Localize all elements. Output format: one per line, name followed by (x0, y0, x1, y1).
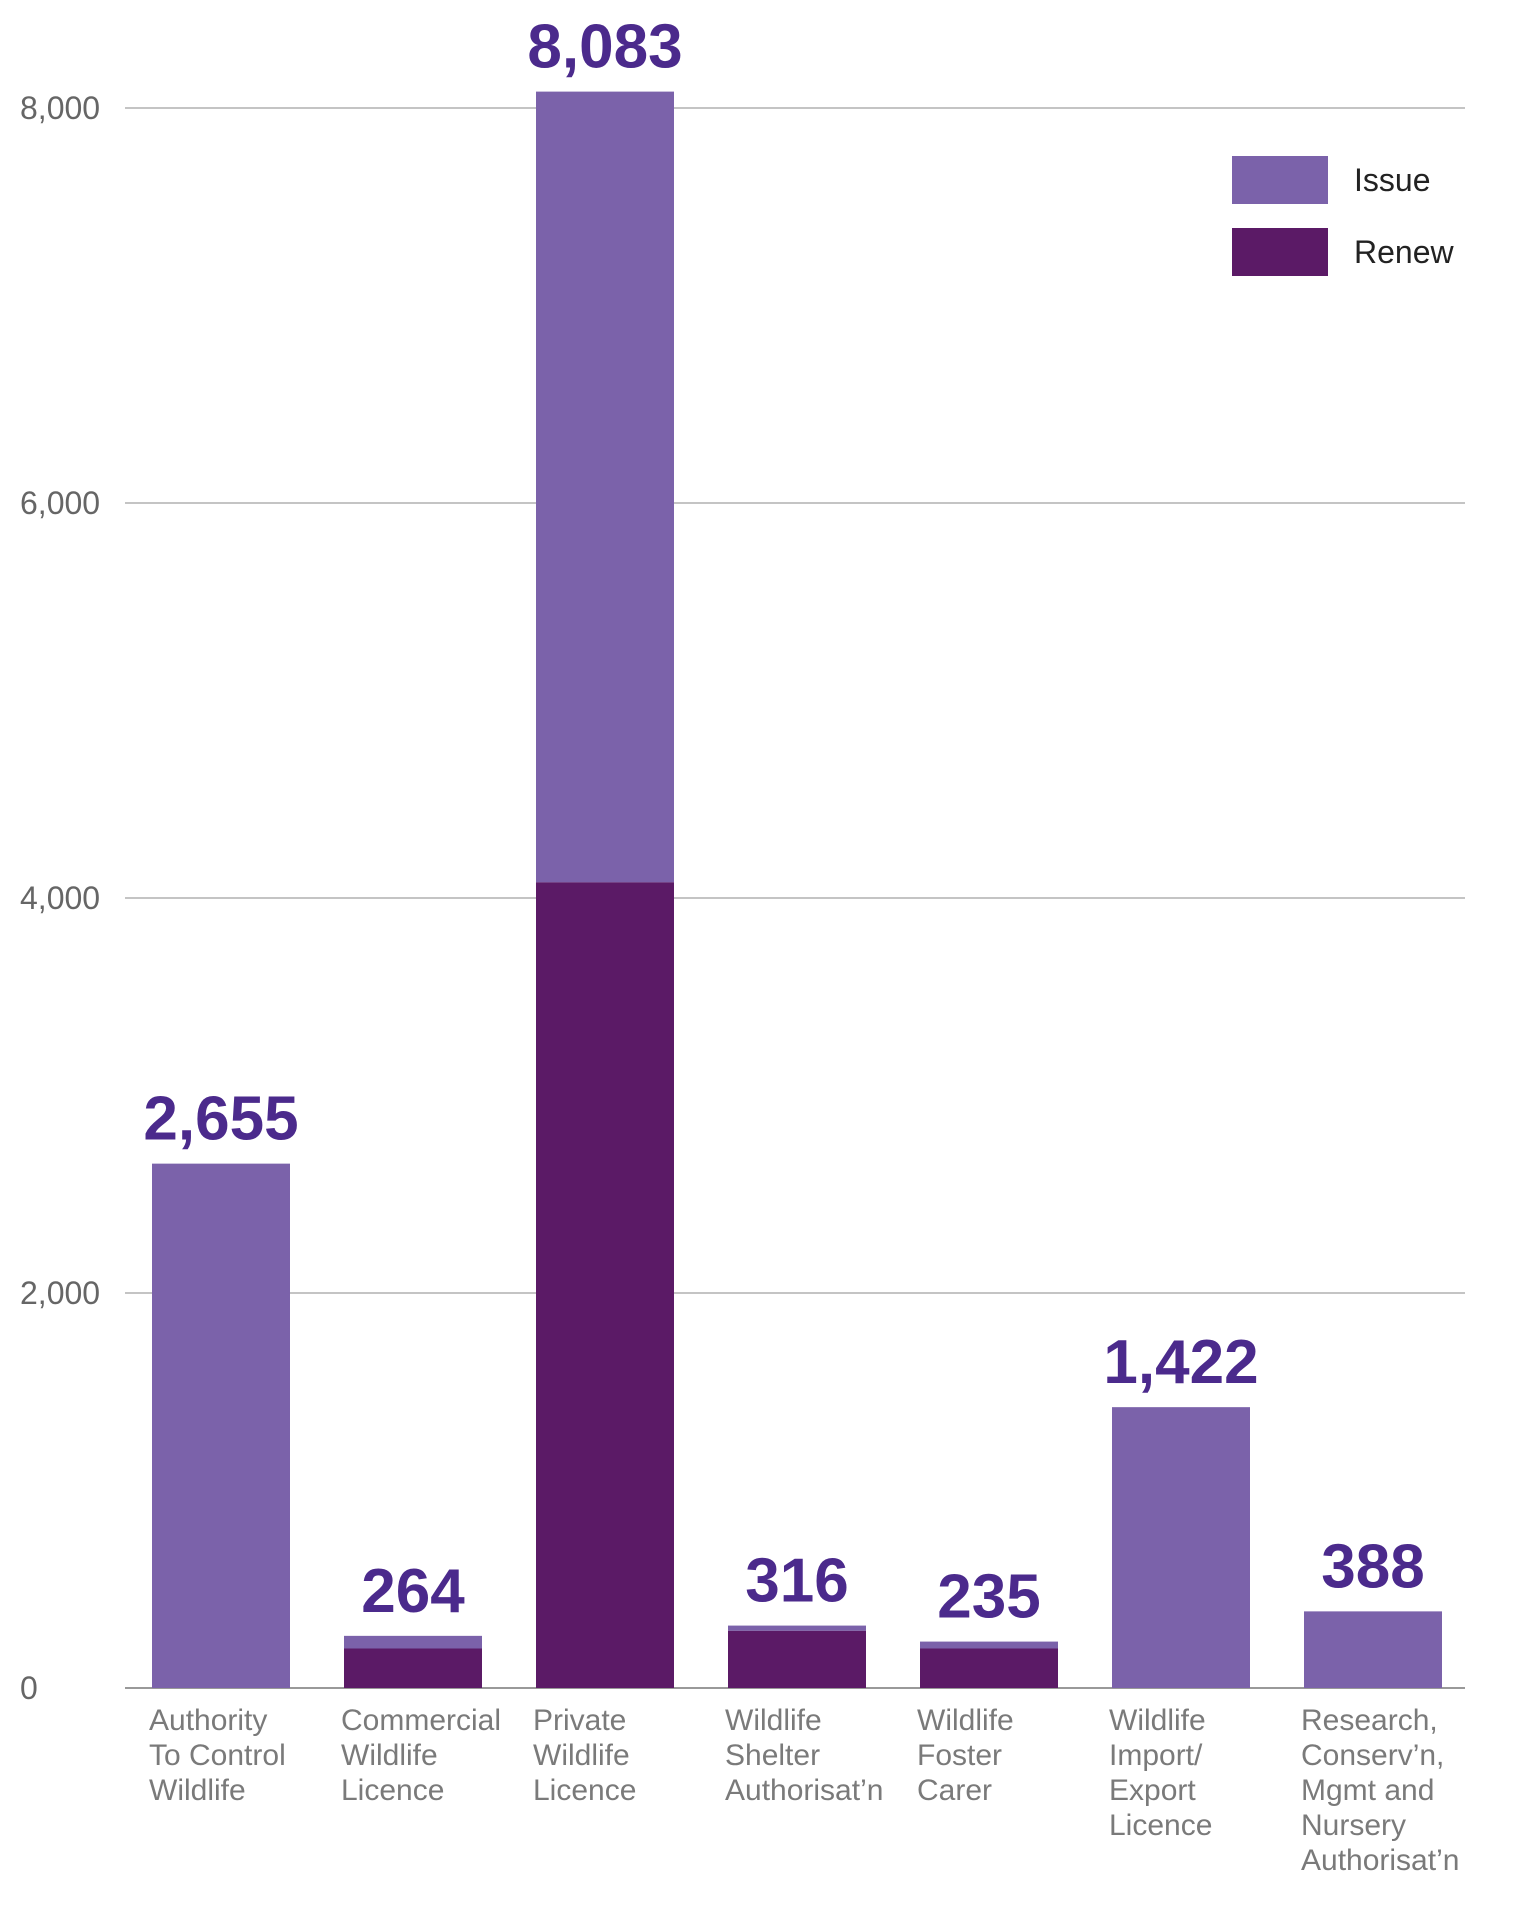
x-category-label-line: Wildlife (149, 1774, 246, 1807)
x-category-label: Wildlife Import/Export Licence (1109, 1704, 1212, 1842)
bar-total-label: 316 (745, 1547, 848, 1616)
x-category-label-line: Authorisat’n (725, 1774, 883, 1807)
x-category-label-line: Shelter (725, 1739, 820, 1772)
x-category-label-line: Conserv’n, (1301, 1739, 1444, 1772)
bar-segment-issue (344, 1635, 482, 1649)
y-tick-label: 8,000 (20, 90, 100, 126)
bar-segment-issue (920, 1641, 1058, 1649)
bar-segment-issue (1304, 1611, 1442, 1688)
legend-swatch-renew (1232, 228, 1328, 276)
x-category-label-line: To Control (149, 1739, 286, 1772)
x-category-label: Research, Conserv’n, Mgmt and Nursery Author… (1301, 1704, 1459, 1877)
x-category-label-line: Authority (149, 1704, 267, 1737)
y-axis-ticks: 0 2,000 4,000 6,000 8,000 (20, 90, 100, 1706)
x-category-label-line: Import/ (1109, 1739, 1203, 1772)
bar-total-label: 1,422 (1103, 1328, 1258, 1397)
bar-total-labels: 2,655 264 8,083 316 235 1,422 388 (143, 13, 1424, 1632)
x-category-label-line: Commercial (341, 1704, 501, 1737)
x-category-label-line: Nursery (1301, 1809, 1406, 1842)
x-category-label-line: Licence (533, 1774, 636, 1807)
x-category-label-line: Wildlife (917, 1704, 1014, 1737)
bar-total-label: 8,083 (527, 13, 682, 82)
bar-total-label: 235 (937, 1563, 1040, 1632)
bar-segment-issue (536, 91, 674, 883)
x-category-label-line: Export (1109, 1774, 1196, 1807)
bar-segment-issue (1112, 1407, 1250, 1688)
bar-segment-renew (920, 1648, 1058, 1688)
x-category-label-line: Carer (917, 1774, 992, 1807)
x-category-label: Wildlife Foster Carer (917, 1704, 1014, 1807)
legend-label-issue: Issue (1354, 162, 1430, 198)
x-category-label-line: Licence (341, 1774, 444, 1807)
legend-label-renew: Renew (1354, 234, 1455, 270)
x-category-label: Commercial Wildlife Licence (341, 1704, 501, 1807)
gridlines (125, 107, 1465, 1689)
x-category-label: Wildlife Shelter Authorisat’n (725, 1704, 883, 1807)
x-category-label-line: Wildlife (1109, 1704, 1206, 1737)
x-category-label-line: Private (533, 1704, 626, 1737)
bar-segment-issue (728, 1625, 866, 1631)
x-category-label: Authority To Control Wildlife (149, 1704, 286, 1807)
bar-segment-issue (152, 1163, 290, 1688)
x-category-label-line: Mgmt and (1301, 1774, 1434, 1807)
legend: Issue Renew (1232, 156, 1455, 276)
bar-segment-renew (344, 1648, 482, 1688)
legend-swatch-issue (1232, 156, 1328, 204)
x-category-label-line: Authorisat’n (1301, 1844, 1459, 1877)
x-category-label-line: Wildlife (341, 1739, 438, 1772)
y-tick-label: 6,000 (20, 485, 100, 521)
y-tick-label: 2,000 (20, 1275, 100, 1311)
bar-total-label: 2,655 (143, 1085, 298, 1154)
bars (152, 91, 1442, 1688)
x-category-label-line: Wildlife (725, 1704, 822, 1737)
x-category-label-line: Research, (1301, 1704, 1438, 1737)
bar-segment-renew (536, 882, 674, 1688)
bar-total-label: 264 (361, 1557, 465, 1626)
x-category-label-line: Licence (1109, 1809, 1212, 1842)
x-category-label-line: Wildlife (533, 1739, 630, 1772)
bar-segment-renew (728, 1630, 866, 1688)
y-tick-label: 0 (20, 1670, 38, 1706)
y-tick-label: 4,000 (20, 880, 100, 916)
x-category-label-line: Foster (917, 1739, 1002, 1772)
x-category-label: Private Wildlife Licence (533, 1704, 636, 1807)
bar-total-label: 388 (1321, 1532, 1424, 1601)
